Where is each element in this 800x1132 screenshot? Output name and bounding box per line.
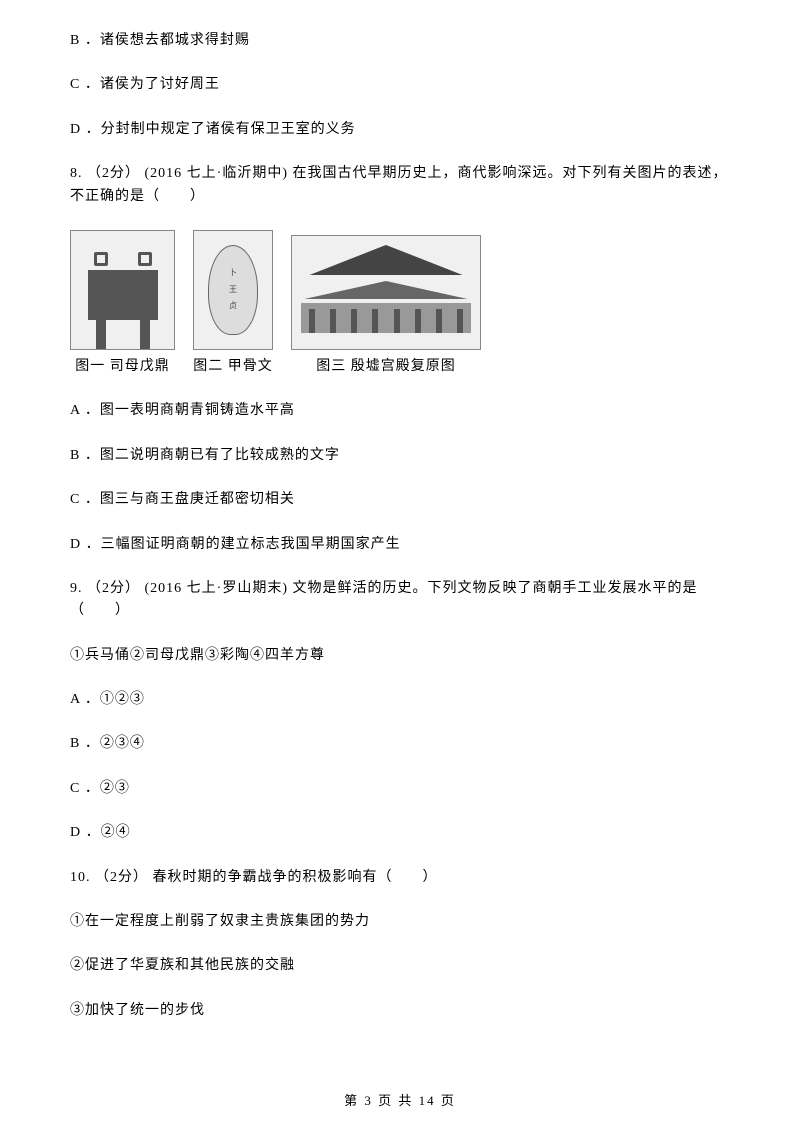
q9-list: ①兵马俑②司母戊鼎③彩陶④四羊方尊 [70,645,730,667]
figure-row: 图一 司母戊鼎 卜王贞 图二 甲骨文 图三 殷墟宫殿复原图 [70,230,730,378]
question-8-stem: 8. （2分） (2016 七上·临沂期中) 在我国古代早期历史上，商代影响深远… [42,163,730,208]
q10-item-2: ②促进了华夏族和其他民族的交融 [70,955,730,977]
question-10-stem: 10. （2分） 春秋时期的争霸战争的积极影响有（ ） [70,867,730,889]
figure-2-image: 卜王贞 [193,230,273,350]
option-b: B ．诸侯想去都城求得封赐 [70,30,730,52]
figure-3: 图三 殷墟宫殿复原图 [291,235,481,378]
q8-option-a: A ．图一表明商朝青铜铸造水平高 [70,400,730,422]
figure-3-caption: 图三 殷墟宫殿复原图 [291,356,481,378]
q8-option-d: D ．三幅图证明商朝的建立标志我国早期国家产生 [70,534,730,556]
figure-1-image [70,230,175,350]
figure-1: 图一 司母戊鼎 [70,230,175,378]
page-footer: 第 3 页 共 14 页 [0,1091,800,1112]
option-d: D ．分封制中规定了诸侯有保卫王室的义务 [70,119,730,141]
figure-3-image [291,235,481,350]
figure-1-caption: 图一 司母戊鼎 [70,356,175,378]
q10-item-1: ①在一定程度上削弱了奴隶主贵族集团的势力 [70,911,730,933]
q8-option-c: C ．图三与商王盘庚迁都密切相关 [70,489,730,511]
page-content: B ．诸侯想去都城求得封赐 C ．诸侯为了讨好周王 D ．分封制中规定了诸侯有保… [0,0,800,1084]
q8-option-b: B ．图二说明商朝已有了比较成熟的文字 [70,445,730,467]
option-c: C ．诸侯为了讨好周王 [70,74,730,96]
q10-item-3: ③加快了统一的步伐 [70,1000,730,1022]
q9-option-c: C ．②③ [70,778,730,800]
q9-option-d: D ．②④ [70,822,730,844]
q9-option-b: B ．②③④ [70,733,730,755]
question-9-stem: 9. （2分） (2016 七上·罗山期末) 文物是鲜活的历史。下列文物反映了商… [70,578,730,623]
figure-2-caption: 图二 甲骨文 [193,356,273,378]
q9-option-a: A ．①②③ [70,689,730,711]
figure-2: 卜王贞 图二 甲骨文 [193,230,273,378]
